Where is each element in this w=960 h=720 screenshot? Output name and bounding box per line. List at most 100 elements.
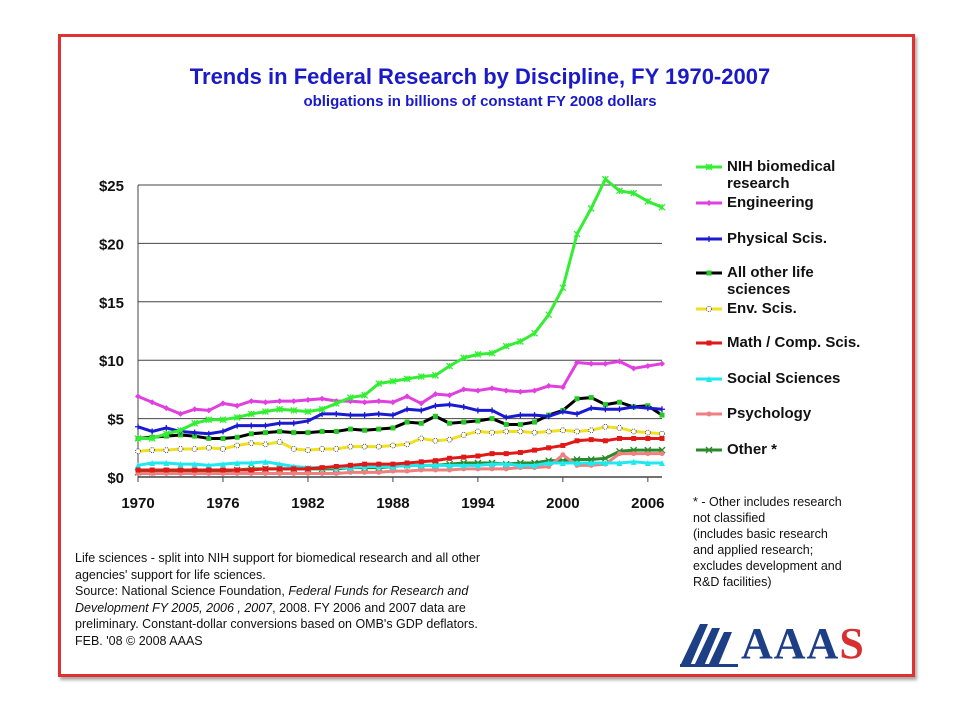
source-notes: Life sciences - split into NIH support f… <box>75 550 515 649</box>
data-point-all-other-life-sciences <box>574 396 580 402</box>
data-point-psychology <box>262 470 268 476</box>
data-point-math-comp-scis <box>432 458 438 464</box>
data-point-env-scis <box>290 446 297 452</box>
data-point-math-comp-scis <box>220 467 226 473</box>
data-point-engineering <box>375 398 382 405</box>
footnote-line: not classified <box>693 511 766 525</box>
note-line: Source: National Science Foundation, Fed… <box>75 584 469 598</box>
x-tick-label: 2000 <box>546 495 579 512</box>
data-point-social-sciences <box>446 462 453 469</box>
data-point-all-other-life-sciences <box>617 399 623 405</box>
data-point-all-other-life-sciences <box>475 418 481 424</box>
data-point-engineering <box>290 398 297 405</box>
legend-label: Engineering <box>727 194 814 211</box>
series-line-nih-biomedical-research <box>138 177 663 440</box>
data-point-engineering <box>234 402 241 409</box>
data-point-math-comp-scis <box>319 465 325 471</box>
legend-label: Math / Comp. Scis. <box>727 334 861 351</box>
publication-title: Development FY 2005, 2006 , 2007 <box>75 600 273 615</box>
data-point-engineering <box>659 360 665 367</box>
data-point-math-comp-scis <box>418 459 424 465</box>
data-point-social-sciences <box>135 462 141 469</box>
data-point-engineering <box>460 386 467 393</box>
aaas-logo-mark <box>680 624 738 667</box>
data-point-math-comp-scis <box>305 466 311 472</box>
data-point-env-scis <box>375 443 382 450</box>
data-point-other <box>658 446 666 454</box>
data-point-math-comp-scis <box>277 466 283 472</box>
data-point-engineering <box>404 393 411 400</box>
legend-marker <box>706 411 712 417</box>
data-point-env-scis <box>262 441 269 448</box>
data-point-engineering <box>602 360 609 367</box>
legend-label: NIH biomedical research <box>727 158 836 192</box>
data-point-engineering <box>559 384 566 391</box>
data-point-psychology <box>560 452 566 458</box>
data-point-social-sciences <box>545 459 552 466</box>
logo-text-main: AAA <box>741 619 840 668</box>
data-point-engineering <box>361 399 368 406</box>
data-point-social-sciences <box>517 462 524 469</box>
data-point-all-other-life-sciences <box>362 427 368 433</box>
data-point-env-scis <box>574 428 580 435</box>
data-point-math-comp-scis <box>333 463 339 469</box>
data-point-env-scis <box>276 439 283 445</box>
x-tick-label: 1982 <box>291 495 324 512</box>
data-point-env-scis <box>644 429 651 436</box>
data-point-math-comp-scis <box>291 466 297 472</box>
data-point-social-sciences <box>163 459 170 466</box>
data-point-math-comp-scis <box>617 435 623 441</box>
data-point-env-scis <box>347 443 354 450</box>
legend-label: All other life sciences <box>727 264 814 298</box>
data-point-engineering <box>389 399 396 406</box>
data-point-math-comp-scis <box>149 467 155 473</box>
y-tick-label: $5 <box>107 412 124 429</box>
data-point-math-comp-scis <box>532 447 538 453</box>
data-point-math-comp-scis <box>631 435 637 441</box>
data-point-all-other-life-sciences <box>447 420 453 426</box>
data-point-env-scis <box>659 430 665 437</box>
data-point-env-scis <box>248 440 255 447</box>
footnote: * - Other includes research not classifi… <box>693 494 883 590</box>
data-point-env-scis <box>418 435 425 442</box>
data-point-env-scis <box>390 442 396 449</box>
data-point-env-scis <box>602 423 609 430</box>
data-point-psychology <box>305 470 311 476</box>
footnote-line: R&D facilities) <box>693 575 772 589</box>
data-point-psychology <box>418 467 424 473</box>
legend-label: Env. Scis. <box>727 300 797 317</box>
data-point-all-other-life-sciences <box>277 428 283 434</box>
data-point-engineering <box>588 360 595 367</box>
data-point-engineering <box>489 385 496 392</box>
data-point-social-sciences <box>602 459 609 466</box>
footnote-line: and applied research; <box>693 543 814 557</box>
data-point-engineering <box>630 365 637 372</box>
data-point-other <box>601 454 609 462</box>
data-point-math-comp-scis <box>248 467 254 473</box>
data-point-psychology <box>659 451 665 457</box>
x-tick-label: 1994 <box>461 495 495 512</box>
data-point-env-scis <box>616 425 623 431</box>
data-point-engineering <box>446 392 453 399</box>
x-tick-label: 1988 <box>376 495 409 512</box>
data-point-math-comp-scis <box>362 461 368 467</box>
data-point-env-scis <box>333 446 340 452</box>
data-point-psychology <box>645 451 651 457</box>
data-point-engineering <box>432 391 439 398</box>
data-point-engineering <box>163 405 170 412</box>
data-point-engineering <box>262 399 269 406</box>
x-tick-label: 1970 <box>121 495 154 512</box>
data-point-engineering <box>418 400 425 407</box>
data-point-psychology <box>333 470 339 476</box>
chart-title: Trends in Federal Research by Discipline… <box>189 64 771 89</box>
data-point-all-other-life-sciences <box>177 432 183 438</box>
note-line: FEB. '08 © 2008 AAAS <box>75 633 203 648</box>
data-point-all-other-life-sciences <box>517 421 523 427</box>
data-point-math-comp-scis <box>135 467 141 473</box>
legend-marker <box>706 200 712 206</box>
data-point-all-other-life-sciences <box>333 428 339 434</box>
data-point-social-sciences <box>177 461 184 468</box>
data-point-all-other-life-sciences <box>418 420 424 426</box>
series-line-engineering <box>137 359 663 416</box>
